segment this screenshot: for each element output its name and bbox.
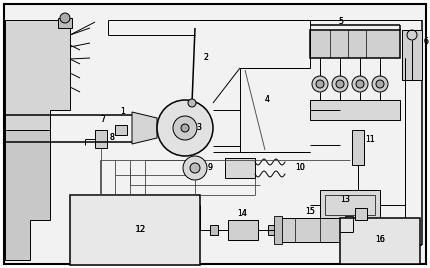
Text: 10: 10 (295, 163, 305, 173)
Text: 4: 4 (265, 95, 270, 105)
Circle shape (188, 99, 196, 107)
Text: 6: 6 (424, 38, 429, 47)
Circle shape (372, 76, 388, 92)
Text: 4: 4 (265, 95, 270, 105)
Circle shape (60, 13, 70, 23)
Circle shape (181, 124, 189, 132)
Text: 5: 5 (338, 17, 343, 27)
Bar (320, 190, 380, 220)
Text: 15: 15 (305, 207, 315, 217)
Text: 16: 16 (375, 236, 385, 244)
Circle shape (190, 163, 200, 173)
Text: 12: 12 (135, 225, 145, 234)
Text: 9: 9 (207, 163, 212, 173)
Bar (345, 216, 353, 244)
Text: 3: 3 (196, 124, 201, 132)
Circle shape (352, 76, 368, 92)
Text: 2: 2 (203, 54, 208, 62)
Text: 13: 13 (340, 195, 350, 204)
Text: 15: 15 (305, 207, 315, 217)
Polygon shape (240, 68, 310, 152)
Polygon shape (5, 130, 50, 260)
Bar (280, 218, 345, 242)
Text: 14: 14 (237, 210, 247, 218)
Bar (402, 30, 422, 80)
Text: 8: 8 (110, 133, 115, 143)
Bar (274, 216, 282, 244)
Bar (225, 158, 255, 178)
Circle shape (376, 80, 384, 88)
Polygon shape (132, 112, 157, 144)
Text: 8: 8 (110, 133, 115, 143)
Bar (325, 195, 375, 215)
Text: 11: 11 (365, 136, 375, 144)
Circle shape (183, 156, 207, 180)
Text: 16: 16 (375, 236, 384, 244)
Circle shape (173, 116, 197, 140)
Polygon shape (210, 225, 218, 235)
Circle shape (356, 80, 364, 88)
Text: 13: 13 (340, 195, 350, 204)
Bar (340, 218, 420, 264)
Text: 9: 9 (207, 163, 212, 173)
Bar (228, 220, 258, 240)
Circle shape (332, 76, 348, 92)
Text: 1: 1 (120, 107, 125, 117)
Bar (58, 18, 72, 28)
Polygon shape (5, 20, 70, 130)
Polygon shape (268, 225, 276, 235)
Circle shape (336, 80, 344, 88)
Text: 12: 12 (135, 225, 146, 234)
Bar (355, 208, 367, 220)
Text: 7: 7 (100, 116, 105, 125)
Bar (70, 195, 200, 265)
Circle shape (157, 100, 213, 156)
Text: 10: 10 (295, 163, 304, 173)
Text: 3: 3 (196, 124, 201, 132)
Circle shape (312, 76, 328, 92)
Text: 5: 5 (338, 17, 343, 27)
Text: 14: 14 (237, 210, 247, 218)
Bar (352, 130, 364, 165)
Text: 1: 1 (120, 107, 125, 117)
Circle shape (316, 80, 324, 88)
Text: 7: 7 (100, 116, 105, 125)
Text: 11: 11 (365, 136, 375, 144)
Bar (310, 30, 400, 58)
Bar (95, 130, 107, 148)
Text: 2: 2 (203, 54, 208, 62)
Bar (115, 125, 127, 135)
Polygon shape (310, 100, 400, 120)
Text: 6: 6 (424, 38, 429, 47)
